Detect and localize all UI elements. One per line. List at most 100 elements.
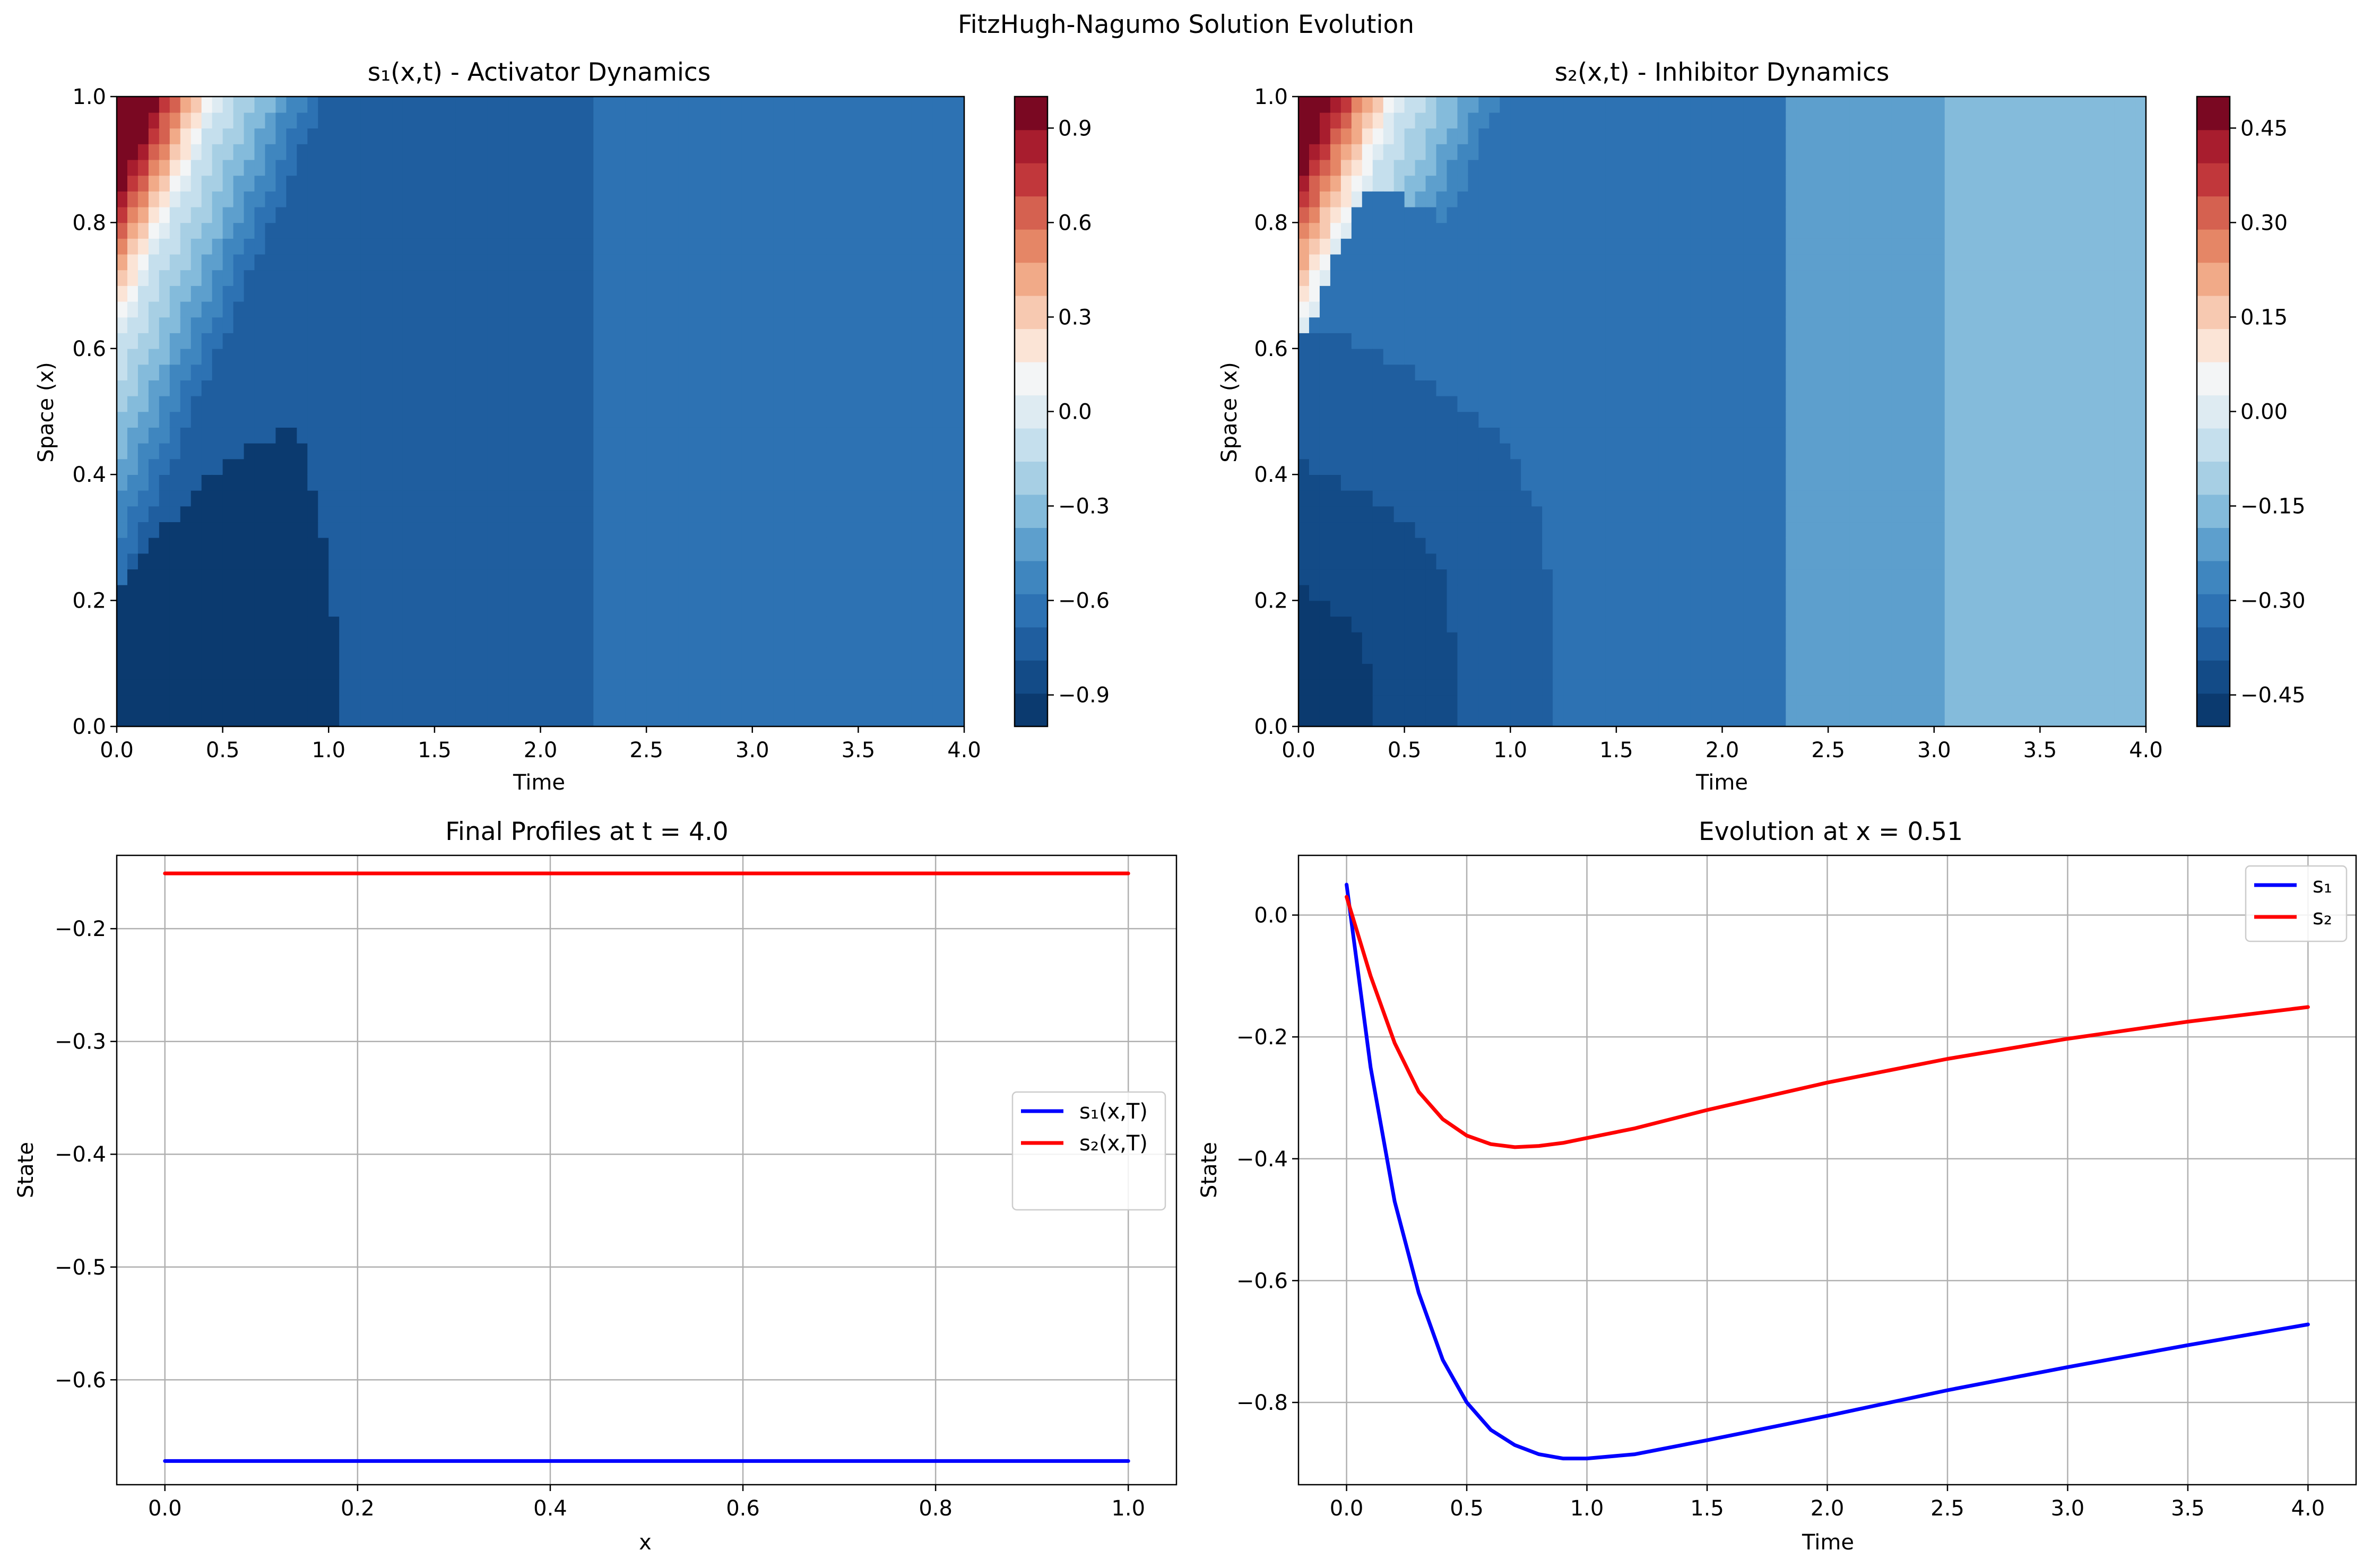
heatmap-cell — [1309, 537, 1320, 554]
heatmap-cell — [1436, 301, 1448, 318]
heatmap-cell — [1362, 348, 1373, 365]
heatmap-cell — [423, 191, 435, 207]
heatmap-cell — [668, 285, 679, 302]
heatmap-cell — [890, 238, 902, 255]
heatmap-cell — [244, 506, 255, 523]
heatmap-cell — [1658, 458, 1670, 475]
heatmap-cell — [922, 411, 933, 428]
heatmap-cell — [943, 490, 954, 507]
heatmap-cell — [1669, 427, 1681, 444]
heatmap-cell — [1404, 159, 1416, 176]
heatmap-cell — [1658, 380, 1670, 396]
heatmap-cell — [1542, 380, 1553, 396]
heatmap-cell — [763, 238, 774, 255]
heatmap-cell — [1404, 222, 1416, 239]
heatmap-cell — [720, 191, 732, 207]
heatmap-cell — [879, 584, 891, 601]
heatmap-cell — [614, 238, 626, 255]
heatmap-cell — [487, 695, 499, 712]
heatmap-cell — [328, 695, 340, 712]
heatmap-cell — [805, 364, 817, 380]
heatmap-cell — [1531, 616, 1543, 633]
heatmap-cell — [402, 553, 414, 570]
heatmap-cell — [148, 254, 160, 271]
heatmap-cell — [1457, 679, 1469, 696]
heatmap-cell — [688, 238, 700, 255]
heatmap-cell — [339, 474, 350, 491]
heatmap-cell — [530, 175, 541, 192]
heatmap-cell — [233, 191, 245, 207]
heatmap-cell — [741, 647, 753, 664]
heatmap-cell — [1510, 348, 1522, 365]
heatmap-cell — [688, 97, 700, 113]
heatmap-cell — [350, 569, 361, 585]
heatmap-cell — [1298, 301, 1310, 318]
heatmap-cell — [551, 443, 562, 460]
heatmap-cell — [297, 159, 308, 176]
heatmap-cell — [360, 663, 371, 680]
heatmap-cell — [1298, 663, 1310, 680]
heatmap-cell — [233, 364, 245, 380]
heatmap-cell — [1574, 695, 1585, 712]
heatmap-cell — [392, 711, 403, 727]
heatmap-cell — [1574, 411, 1585, 428]
heatmap-cell — [1563, 443, 1574, 460]
heatmap-cell — [254, 97, 266, 113]
heatmap-cell — [1574, 711, 1585, 727]
heatmap-cell — [530, 317, 541, 333]
heatmap-cell — [1298, 333, 1310, 349]
heatmap-cell — [402, 128, 414, 144]
heatmap-cell — [794, 364, 806, 380]
heatmap-cell — [1648, 506, 1659, 523]
heatmap-cell — [604, 679, 616, 696]
heatmap-cell — [466, 663, 478, 680]
heatmap-cell — [1319, 506, 1331, 523]
heatmap-cell — [1340, 427, 1352, 444]
heatmap-cell — [137, 364, 149, 380]
heatmap-cell — [1468, 317, 1479, 333]
heatmap-cell — [1478, 191, 1490, 207]
heatmap-cell — [169, 631, 181, 648]
heatmap-cell — [307, 443, 319, 460]
heatmap-cell — [423, 364, 435, 380]
heatmap-cell — [434, 443, 446, 460]
heatmap-cell — [360, 364, 371, 380]
heatmap-cell — [1319, 128, 1331, 144]
heatmap-cell — [1415, 395, 1426, 412]
heatmap-cell — [423, 474, 435, 491]
heatmap-cell — [339, 569, 350, 585]
heatmap-cell — [117, 522, 128, 538]
heatmap-cell — [805, 663, 817, 680]
heatmap-cell — [127, 647, 138, 664]
heatmap-cell — [1733, 458, 1744, 475]
heatmap-cell — [1733, 647, 1744, 664]
heatmap-cell — [137, 663, 149, 680]
heatmap-cell — [932, 222, 943, 239]
heatmap-cell — [879, 679, 891, 696]
heatmap-cell — [1605, 569, 1617, 585]
heatmap-cell — [423, 522, 435, 538]
heatmap-cell — [1584, 569, 1596, 585]
heatmap-cell — [1330, 317, 1341, 333]
heatmap-cell — [382, 490, 393, 507]
heatmap-cell — [636, 584, 647, 601]
heatmap-cell — [1447, 270, 1458, 286]
heatmap-cell — [551, 411, 562, 428]
heatmap-cell — [1521, 364, 1532, 380]
heatmap-cell — [1415, 490, 1426, 507]
heatmap-cell — [360, 112, 371, 129]
heatmap-cell — [1563, 222, 1574, 239]
heatmap-cell — [1563, 695, 1574, 712]
heatmap-cell — [1309, 616, 1320, 633]
heatmap-cell — [1648, 443, 1659, 460]
heatmap-cell — [741, 254, 753, 271]
heatmap-cell — [1362, 679, 1373, 696]
heatmap-cell — [826, 679, 838, 696]
heatmap-cell — [932, 490, 943, 507]
heatmap-cell — [127, 270, 138, 286]
heatmap-cell — [137, 285, 149, 302]
heatmap-cell — [879, 333, 891, 349]
heatmap-cell — [709, 584, 721, 601]
heatmap-cell — [1319, 191, 1331, 207]
heatmap-cell — [127, 522, 138, 538]
